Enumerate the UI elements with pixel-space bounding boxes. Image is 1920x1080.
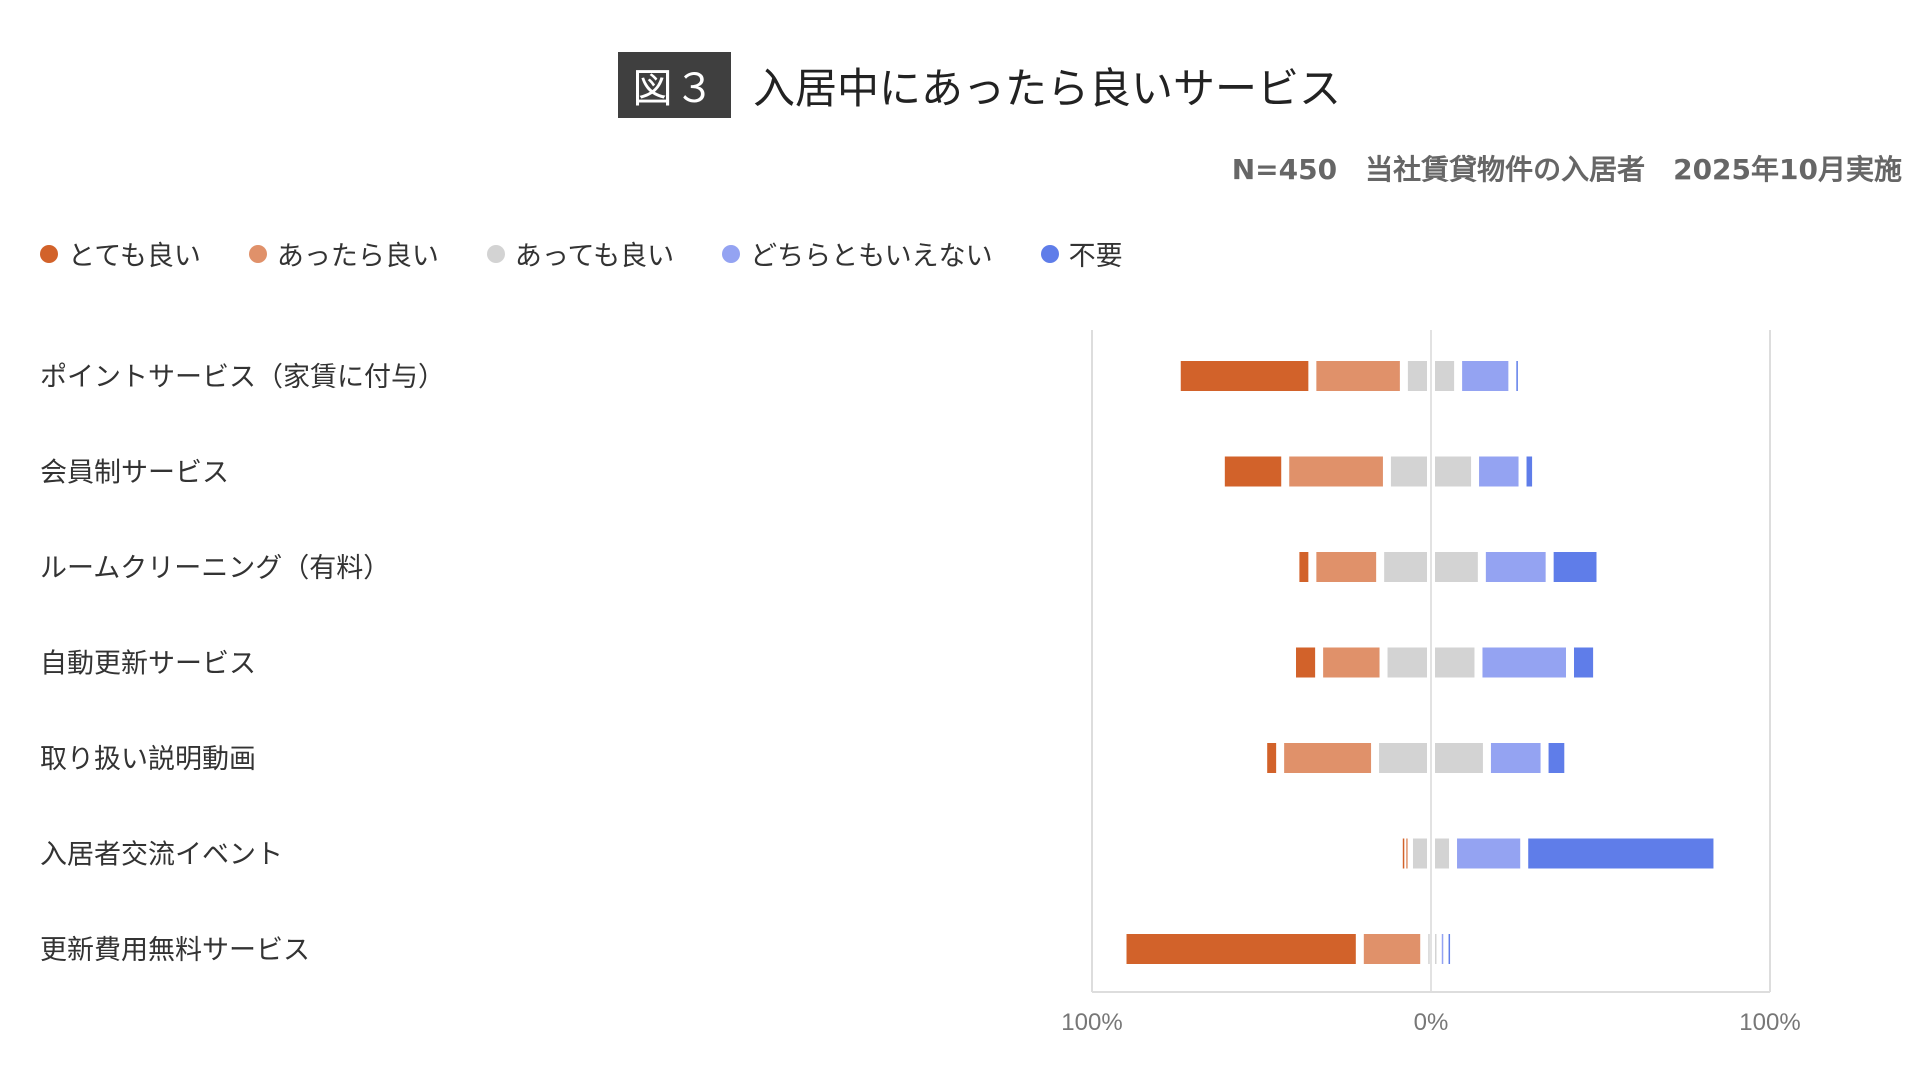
bar-row1-series2-right bbox=[1435, 456, 1472, 487]
category-label-6: 更新費用無料サービス bbox=[40, 935, 310, 966]
bar-row5-series1 bbox=[1406, 838, 1408, 869]
bar-row1-series0 bbox=[1224, 456, 1282, 487]
bar-row2-series3 bbox=[1485, 552, 1546, 582]
bar-row0-series2-right bbox=[1435, 361, 1455, 391]
bar-row0-series4 bbox=[1516, 361, 1518, 391]
x-tick-label-1: 0% bbox=[1414, 1009, 1449, 1036]
bar-row3-series2-left bbox=[1387, 647, 1427, 678]
bar-row6-series4 bbox=[1448, 934, 1451, 964]
bar-row4-series3 bbox=[1490, 743, 1541, 773]
legend-dot-3 bbox=[722, 244, 741, 263]
bar-row6-series1 bbox=[1363, 934, 1421, 964]
bar-row0-series3 bbox=[1462, 361, 1509, 391]
bar-row4-series0 bbox=[1267, 743, 1277, 773]
bar-row0-series0 bbox=[1180, 361, 1309, 391]
figure-badge: 図３ bbox=[618, 52, 731, 118]
bar-row6-series0 bbox=[1126, 934, 1356, 964]
bar-row5-series2-right bbox=[1435, 838, 1450, 869]
bar-row4-series4 bbox=[1548, 743, 1565, 773]
bar-row4-series2-right bbox=[1435, 743, 1483, 773]
bar-row1-series1 bbox=[1289, 456, 1383, 487]
bar-row4-series2-left bbox=[1379, 743, 1427, 773]
bar-row1-series2-left bbox=[1390, 456, 1427, 487]
bar-row1-series4 bbox=[1526, 456, 1533, 487]
legend-label-2: あっても良い bbox=[514, 241, 675, 272]
bar-row3-series1 bbox=[1323, 647, 1380, 678]
bar-row3-series3 bbox=[1482, 647, 1566, 678]
bar-row5-series0 bbox=[1402, 838, 1405, 869]
bar-row0-series2-left bbox=[1407, 361, 1427, 391]
bar-row2-series1 bbox=[1316, 552, 1377, 582]
legend-item-1: あったら良い bbox=[248, 234, 439, 273]
category-label-3: 自動更新サービス bbox=[40, 649, 256, 680]
bar-row2-series2-left bbox=[1384, 552, 1427, 582]
legend-label-4: 不要 bbox=[1068, 241, 1123, 272]
legend: とても良い あったら良い あっても良い どちらともいえない 不要 bbox=[40, 234, 1171, 273]
legend-item-3: どちらともいえない bbox=[722, 234, 993, 273]
bar-row2-series2-right bbox=[1435, 552, 1478, 582]
bar-row3-series0 bbox=[1296, 647, 1316, 678]
bar-row5-series2-left bbox=[1412, 838, 1427, 869]
bar-row3-series4 bbox=[1573, 647, 1594, 678]
legend-dot-0 bbox=[40, 244, 58, 263]
bar-row6-series3 bbox=[1441, 934, 1444, 964]
bar-row2-series4 bbox=[1553, 552, 1597, 582]
chart-subtitle: N=450 当社賃貸物件の入居者 2025年10月実施 bbox=[1231, 153, 1902, 186]
category-label-2: ルームクリーニング（有料） bbox=[40, 553, 390, 584]
legend-dot-4 bbox=[1040, 244, 1059, 263]
x-tick-label-0: 100% bbox=[1061, 1009, 1122, 1036]
category-label-4: 取り扱い説明動画 bbox=[40, 744, 256, 775]
legend-label-3: どちらともいえない bbox=[750, 241, 993, 272]
legend-dot-2 bbox=[486, 244, 505, 263]
bar-row1-series3 bbox=[1479, 456, 1519, 487]
x-tick-label-2: 100% bbox=[1739, 1009, 1800, 1036]
bar-row5-series3 bbox=[1457, 838, 1521, 869]
legend-item-0: とても良い bbox=[40, 234, 201, 273]
legend-label-0: とても良い bbox=[68, 241, 201, 272]
legend-label-1: あったら良い bbox=[276, 241, 439, 272]
category-label-1: 会員制サービス bbox=[40, 458, 229, 489]
chart-title: 入居中にあったら良いサービス bbox=[753, 63, 1342, 113]
category-label-0: ポイントサービス（家賃に付与） bbox=[40, 362, 445, 393]
bar-row5-series4 bbox=[1528, 838, 1714, 869]
bar-row6-series2-right bbox=[1435, 934, 1437, 964]
legend-dot-1 bbox=[248, 244, 267, 263]
legend-item-2: あっても良い bbox=[486, 234, 675, 273]
category-label-5: 入居者交流イベント bbox=[40, 840, 283, 871]
bar-row4-series1 bbox=[1284, 743, 1372, 773]
legend-item-4: 不要 bbox=[1040, 234, 1123, 273]
bar-row3-series2-right bbox=[1435, 647, 1475, 678]
bar-row2-series0 bbox=[1299, 552, 1309, 582]
bar-row0-series1 bbox=[1316, 361, 1400, 391]
bar-row6-series2-left bbox=[1428, 934, 1430, 964]
title-row: 図３ 入居中にあったら良いサービス bbox=[618, 52, 1341, 118]
